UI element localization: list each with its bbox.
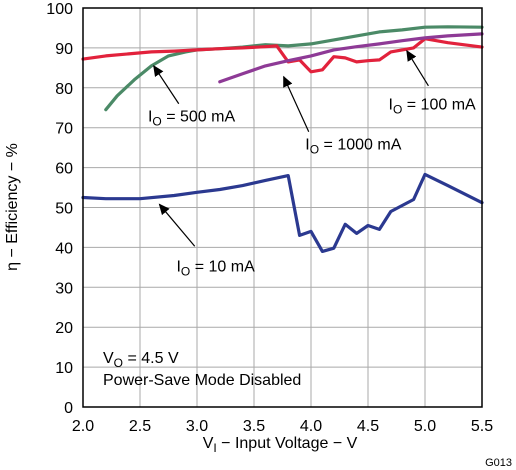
annotation-arrow: [406, 49, 429, 87]
annotation-label-rest: = 100 mA: [402, 97, 476, 114]
annotation-label: IO = 10 mA: [176, 258, 255, 278]
y-tick-label: 40: [55, 240, 73, 257]
x-axis-title: VI − Input Voltage − V: [203, 435, 358, 455]
figure-code: G013: [485, 457, 512, 469]
tick-labels: 2.0 2.5 3.0 3.5 4.0 4.5 5.0 5.5 0 10 20 30 40 50 60 70 8…: [46, 1, 493, 435]
y-tick-label: 50: [55, 201, 73, 218]
series-line-2: [218, 32, 484, 84]
x-tick-label: 5.0: [414, 418, 436, 435]
y-tick-label: 60: [55, 161, 73, 178]
x-tick-label: 2.5: [129, 418, 151, 435]
x-tick-label: 5.5: [471, 418, 493, 435]
condition-line-2: Power-Save Mode Disabled: [103, 372, 301, 389]
annotation-label-rest: = 500 mA: [162, 109, 236, 126]
annotation-label-main: I: [176, 258, 180, 275]
y-tick-label: 20: [55, 320, 73, 337]
annotation-label-subscript: O: [152, 115, 161, 129]
annotation-arrow: [283, 75, 310, 132]
x-tick-label: 4.5: [357, 418, 379, 435]
y-tick-label: 0: [64, 400, 73, 417]
x-tick-label: 4.0: [300, 418, 322, 435]
condition-line-1: VO = 4.5 V: [103, 350, 179, 370]
series-line-3: [81, 172, 484, 253]
annotation-label-rest: = 10 mA: [190, 258, 255, 275]
annotation-arrow: [158, 203, 196, 247]
annotation-label-subscript: O: [310, 143, 319, 157]
annotation-label: IO = 1000 mA: [305, 137, 401, 157]
annotation-label-main: I: [148, 109, 152, 126]
annotation-arrow: [153, 65, 180, 105]
annotation-label-subscript: O: [393, 103, 402, 117]
y-tick-label: 100: [46, 1, 73, 18]
annotation-label-main: I: [305, 137, 309, 154]
y-axis-title: η − Efficiency − %: [4, 143, 21, 271]
annotation-label-main: I: [389, 97, 393, 114]
x-axis-title-subscript: I: [213, 441, 216, 455]
x-tick-label: 3.5: [243, 418, 265, 435]
annotation-label: IO = 100 mA: [389, 97, 477, 117]
annotation-label-subscript: O: [181, 264, 190, 278]
y-tick-label: 30: [55, 280, 73, 297]
annotation-label: IO = 500 mA: [148, 109, 236, 129]
y-tick-label: 80: [55, 81, 73, 98]
x-axis-title-main: V: [203, 435, 214, 452]
annotation-label-rest: = 1000 mA: [319, 137, 402, 154]
x-tick-label: 2.0: [72, 418, 94, 435]
x-tick-label: 3.0: [186, 418, 208, 435]
plot-frame: [82, 7, 483, 408]
condition-line-1-subscript: O: [114, 356, 123, 370]
y-tick-label: 70: [55, 121, 73, 138]
series-line-1: [81, 37, 484, 74]
series-line-0: [104, 25, 484, 112]
y-tick-label: 90: [55, 41, 73, 58]
condition-line-1-main: V: [103, 350, 114, 367]
series-lines: [81, 25, 484, 253]
x-axis-title-rest: − Input Voltage − V: [217, 435, 358, 452]
condition-line-1-rest: = 4.5 V: [123, 350, 179, 367]
gridlines: [82, 7, 483, 408]
y-tick-label: 10: [55, 360, 73, 377]
